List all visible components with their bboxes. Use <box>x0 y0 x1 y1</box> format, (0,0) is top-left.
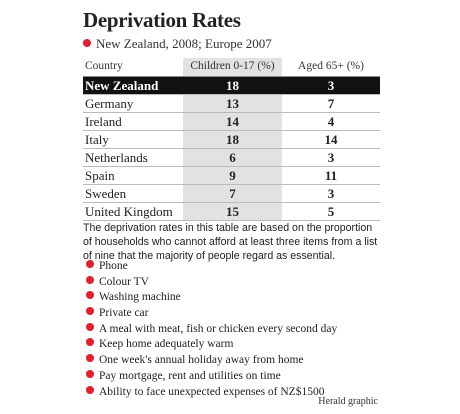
list-item: Keep home adequately warm <box>86 337 337 353</box>
value-cell: 3 <box>327 78 335 93</box>
item-text: Private car <box>99 307 149 320</box>
value-cell: 3 <box>327 186 335 201</box>
subtitle: New Zealand, 2008; Europe 2007 <box>83 36 272 52</box>
item-text: A meal with meat, fish or chicken every … <box>99 322 338 335</box>
table-row: Spain 9 11 <box>83 167 380 185</box>
column-header: Aged 65+ (%) <box>298 60 364 72</box>
country-cell: Sweden <box>85 186 127 201</box>
country-cell: Spain <box>85 168 115 183</box>
table-row: Sweden 7 3 <box>83 185 380 203</box>
bullet-dot <box>86 307 94 316</box>
item-text: Pay mortgage, rent and utilities on time <box>99 369 281 382</box>
table-row: United Kingdom 15 5 <box>83 203 380 221</box>
item-text: Washing machine <box>99 291 181 304</box>
subtitle-text: New Zealand, 2008; Europe 2007 <box>96 36 272 51</box>
value-cell: 14 <box>183 113 282 130</box>
value-cell: 18 <box>183 131 282 148</box>
country-cell: New Zealand <box>85 78 159 93</box>
value-cell: 15 <box>183 203 282 220</box>
item-text: Colour TV <box>99 275 149 288</box>
list-item: Colour TV <box>86 275 337 291</box>
value-cell: 4 <box>327 114 335 129</box>
table-row: New Zealand 18 3 <box>83 77 380 95</box>
bullet-dot <box>86 385 94 394</box>
list-item: One week's annual holiday away from home <box>86 353 337 369</box>
item-text: Ability to face unexpected expenses of N… <box>99 385 325 398</box>
value-cell: 5 <box>327 204 335 219</box>
bullet-dot <box>83 39 91 47</box>
value-cell: 7 <box>183 185 282 202</box>
title: Deprivation Rates <box>83 8 241 32</box>
country-cell: Netherlands <box>85 150 148 165</box>
value-cell: 13 <box>183 95 282 112</box>
item-list: Phone Colour TV Washing machine Private car… <box>86 259 337 400</box>
country-cell: Germany <box>85 96 134 111</box>
country-cell: Ireland <box>85 114 122 129</box>
value-cell: 6 <box>183 149 282 166</box>
bullet-dot <box>86 369 94 378</box>
credit: Herald graphic <box>318 396 378 407</box>
table: Country Children 0-17 (%) Aged 65+ (%) New … <box>83 58 380 221</box>
column-header: Children 0-17 (%) <box>183 58 282 76</box>
list-item: Ability to face unexpected expenses of N… <box>86 385 337 401</box>
list-item: Washing machine <box>86 290 337 306</box>
table-row: Germany 13 7 <box>83 95 380 113</box>
bullet-dot <box>86 322 94 331</box>
header-row: Country Children 0-17 (%) Aged 65+ (%) <box>83 58 380 77</box>
bullet-dot <box>86 354 94 363</box>
bullet-dot <box>86 275 94 284</box>
item-text: Phone <box>99 260 128 272</box>
value-cell: 11 <box>324 168 338 183</box>
list-item: A meal with meat, fish or chicken every … <box>86 322 337 338</box>
table-row: Italy 18 14 <box>83 131 380 149</box>
country-cell: United Kingdom <box>85 204 173 219</box>
column-header: Country <box>85 60 123 72</box>
item-text: One week's annual holiday away from home <box>99 354 304 367</box>
list-item: Phone <box>86 259 337 275</box>
value-cell: 14 <box>324 132 338 147</box>
value-cell: 3 <box>327 150 335 165</box>
country-cell: Italy <box>85 132 109 147</box>
bullet-dot <box>86 260 94 268</box>
value-cell: 18 <box>183 77 282 94</box>
value-cell: 7 <box>327 96 335 111</box>
bullet-dot <box>86 291 94 300</box>
table-row: Netherlands 6 3 <box>83 149 380 167</box>
table-row: Ireland 14 4 <box>83 113 380 131</box>
bullet-dot <box>86 338 94 347</box>
note: The deprivation rates in this table are … <box>83 222 378 262</box>
list-item: Private car <box>86 306 337 322</box>
value-cell: 9 <box>183 167 282 184</box>
item-text: Keep home adequately warm <box>99 338 234 351</box>
list-item: Pay mortgage, rent and utilities on time <box>86 369 337 385</box>
